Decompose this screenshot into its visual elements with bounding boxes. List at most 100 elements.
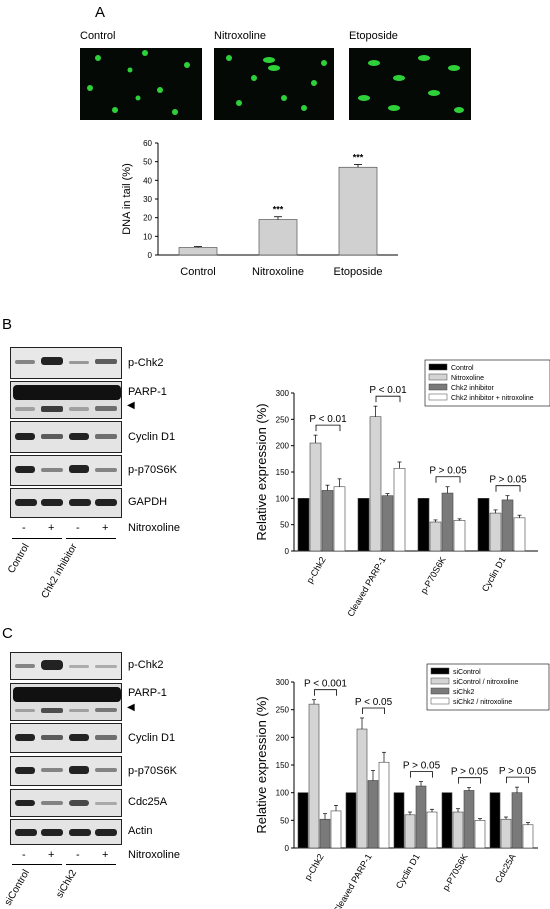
y-tick-label: 60 [143, 139, 152, 148]
bar [441, 492, 454, 552]
bar [357, 498, 370, 552]
group-line [66, 538, 116, 539]
p-value-label: P < 0.05 [355, 697, 393, 708]
blot-c-label-p-p70s6k: p-p70S6K [128, 765, 177, 777]
group-line [12, 864, 62, 865]
legend-label: siChk2 [453, 689, 475, 696]
relative-expression-chart-b: 0 50 100 150 200 250 300 Relative expression (%… [254, 359, 550, 618]
bar [489, 792, 501, 849]
legend-label: Nitroxoline [451, 375, 484, 382]
bar [330, 810, 342, 849]
y-tick-label: 10 [143, 232, 152, 241]
micrograph-label-etoposide: Etoposide [349, 30, 398, 42]
bar [333, 486, 346, 552]
group-line [12, 538, 62, 539]
significance-bracket [506, 776, 529, 784]
blot-b-gapdh [10, 488, 122, 518]
p-value-label: P > 0.05 [403, 761, 441, 772]
y-axis-label: DNA in tail (%) [121, 163, 133, 235]
bar [489, 512, 502, 552]
lane-sign: - [22, 849, 26, 861]
significance-bracket [410, 771, 433, 778]
blot-c-label-actin: Actin [128, 825, 153, 837]
comet-micrograph-nitroxoline [214, 48, 334, 120]
legend-label: Chk2 inhibitor [451, 385, 494, 392]
bar [393, 468, 406, 552]
p-value-label: P > 0.05 [489, 475, 527, 486]
bar [297, 498, 310, 552]
arrowhead-icon: ◀ [127, 702, 135, 713]
x-tick-label: p-P70S6K [419, 555, 448, 596]
y-tick-label: 200 [276, 442, 290, 451]
p-value-label: P > 0.05 [429, 466, 467, 477]
comet-micrograph-etoposide [349, 48, 471, 120]
relative-expression-chart-c: 0 50 100 150 200 250 300 Relative expression (%… [254, 663, 550, 909]
x-tick-label: p-Chk2 [303, 852, 326, 882]
p-value-label: P > 0.05 [451, 767, 489, 778]
bar [452, 811, 464, 849]
group-label-sichk2: siChk2 [54, 868, 80, 900]
x-tick-label: Control [180, 266, 215, 278]
y-tick-label: 0 [285, 844, 290, 853]
blot-b-label-cyclin-d1: Cyclin D1 [128, 431, 176, 443]
treatment-label: Nitroxoline [128, 849, 180, 861]
y-tick-label: 200 [276, 733, 290, 742]
legend-swatch [428, 373, 448, 381]
x-tick-label: Cleaved PARP-1 [345, 555, 387, 618]
bar [513, 517, 526, 552]
legend-swatch [430, 667, 450, 675]
blot-b-parp-1 [10, 381, 122, 419]
significance-bracket [435, 476, 461, 483]
bar [381, 495, 394, 552]
bar [404, 814, 416, 849]
bar [321, 490, 334, 552]
y-tick-label: 300 [276, 389, 290, 398]
y-tick-label: 0 [148, 251, 153, 260]
legend-swatch [430, 677, 450, 685]
group-line [66, 864, 116, 865]
legend-swatch [430, 697, 450, 705]
y-tick-label: 150 [276, 761, 290, 770]
blot-b-cyclin-d1 [10, 421, 122, 453]
blot-b-label-p-chk2: p-Chk2 [128, 357, 164, 369]
legend-swatch [428, 383, 448, 391]
y-tick-label: 50 [280, 521, 289, 530]
legend-label: Chk2 inhibitor + nitroxoline [451, 395, 534, 402]
micrograph-label-control: Control [80, 30, 116, 42]
legend-label: siChk2 / nitroxoline [453, 699, 512, 706]
p-value-label: P < 0.01 [369, 385, 407, 396]
bar [500, 818, 512, 849]
blot-b-label-p-p70s6k: p-p70S6K [128, 464, 177, 476]
bar [178, 247, 218, 256]
y-tick-label: 50 [143, 158, 152, 167]
group-label-chk2-inhibitor: Chk2 inhibitor [39, 542, 80, 601]
bar [367, 780, 379, 849]
y-axis-label: Relative expression (%) [254, 696, 269, 833]
x-tick-label: Cleaved PARP-1 [331, 852, 373, 909]
y-tick-label: 100 [276, 789, 290, 798]
x-tick-label: p-P70S6K [441, 852, 470, 893]
lane-sign: - [76, 849, 80, 861]
blot-b-label-parp-1: PARP-1 [128, 386, 167, 398]
blot-b-p-chk2 [10, 347, 122, 379]
bar [356, 728, 368, 849]
bar [522, 824, 534, 849]
lane-sign: + [48, 522, 55, 534]
lane-sign: + [102, 522, 109, 534]
y-tick-label: 0 [285, 547, 290, 556]
blot-b-label-gapdh: GAPDH [128, 496, 168, 508]
blot-c-parp-1 [10, 683, 122, 721]
y-tick-label: 150 [276, 468, 290, 477]
bar [474, 820, 486, 849]
bar [393, 792, 405, 849]
bar [441, 792, 453, 849]
significance-bracket [362, 707, 385, 714]
y-tick-label: 40 [143, 176, 152, 185]
x-tick-label: p-Chk2 [305, 555, 328, 585]
x-tick-label: Cdc25A [493, 852, 518, 885]
bar [501, 499, 514, 552]
x-tick-label: Nitroxoline [252, 266, 304, 278]
significance-bracket [458, 777, 481, 784]
y-tick-label: 250 [276, 415, 290, 424]
blot-c-cyclin-d1 [10, 723, 122, 753]
